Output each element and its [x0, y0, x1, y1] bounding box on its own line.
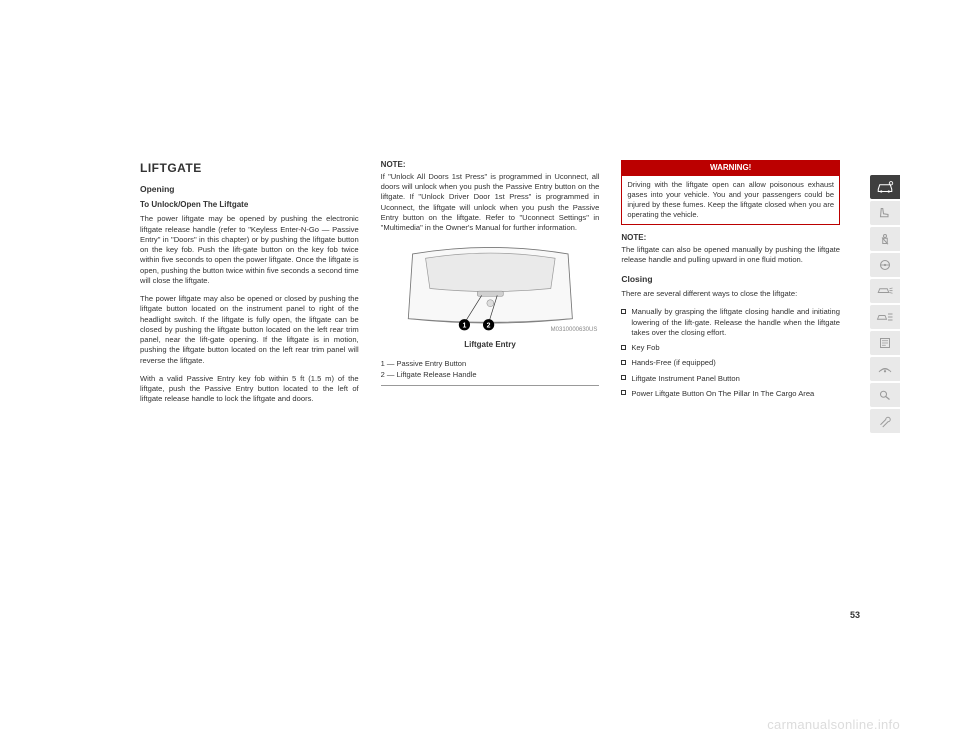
- headlight-icon: [876, 284, 894, 298]
- closing-list: Manually by grasping the liftgate closin…: [621, 307, 840, 399]
- column-3: WARNING! Driving with the liftgate open …: [621, 160, 840, 413]
- note-label: NOTE:: [381, 160, 600, 171]
- tab-vehicle-info[interactable]: i: [870, 175, 900, 199]
- paragraph: The power liftgate may also be opened or…: [140, 294, 359, 366]
- closing-intro: There are several different ways to clos…: [621, 289, 840, 299]
- wrench-icon: [876, 414, 894, 428]
- figure-liftgate-entry: 1 2 M0310000630US: [381, 241, 600, 334]
- tab-lights[interactable]: [870, 279, 900, 303]
- note-body: If "Unlock All Doors 1st Press" is progr…: [381, 172, 600, 234]
- manual-page: LIFTGATE Opening To Unlock/Open The Lift…: [0, 0, 960, 742]
- list-item: Hands-Free (if equipped): [621, 358, 840, 368]
- column-1: LIFTGATE Opening To Unlock/Open The Lift…: [140, 160, 359, 413]
- legend-item-1: 1 — Passive Entry Button: [381, 359, 600, 369]
- legend-item-2: 2 — Liftgate Release Handle: [381, 370, 600, 380]
- column-2: NOTE: If "Unlock All Doors 1st Press" is…: [381, 160, 600, 413]
- tab-safety[interactable]: [870, 227, 900, 251]
- steering-wheel-icon: [876, 258, 894, 272]
- tab-service[interactable]: [870, 409, 900, 433]
- warning-box: WARNING! Driving with the liftgate open …: [621, 160, 840, 225]
- subsubheading-unlock-open: To Unlock/Open The Liftgate: [140, 200, 359, 211]
- note-body: The liftgate can also be opened manually…: [621, 245, 840, 266]
- list-item: Liftgate Instrument Panel Button: [621, 374, 840, 384]
- figure-caption: Liftgate Entry: [381, 340, 600, 351]
- chapter-tabs: i: [870, 175, 900, 433]
- tab-collision[interactable]: [870, 305, 900, 329]
- svg-text:1: 1: [462, 323, 466, 330]
- tab-multimedia[interactable]: [870, 357, 900, 381]
- paragraph: With a valid Passive Entry key fob withi…: [140, 374, 359, 405]
- search-icon: [876, 388, 894, 402]
- subheading-closing: Closing: [621, 274, 840, 285]
- liftgate-diagram: 1 2: [381, 241, 600, 336]
- figure-legend: 1 — Passive Entry Button 2 — Liftgate Re…: [381, 359, 600, 386]
- document-icon: [876, 336, 894, 350]
- svg-text:2: 2: [486, 323, 490, 330]
- tab-search[interactable]: [870, 383, 900, 407]
- tab-steering[interactable]: [870, 253, 900, 277]
- section-heading-liftgate: LIFTGATE: [140, 160, 359, 176]
- list-item: Power Liftgate Button On The Pillar In T…: [621, 389, 840, 399]
- paragraph: The power liftgate may be opened by push…: [140, 214, 359, 286]
- list-item: Manually by grasping the liftgate closin…: [621, 307, 840, 338]
- warning-title: WARNING!: [622, 161, 839, 176]
- signal-icon: [876, 362, 894, 376]
- watermark: carmanualsonline.info: [767, 717, 900, 732]
- subheading-opening: Opening: [140, 184, 359, 195]
- page-number: 53: [850, 610, 860, 620]
- tab-seats[interactable]: [870, 201, 900, 225]
- warning-body: Driving with the liftgate open can allow…: [622, 176, 839, 225]
- page-content: LIFTGATE Opening To Unlock/Open The Lift…: [140, 160, 840, 413]
- tab-document[interactable]: [870, 331, 900, 355]
- note-label: NOTE:: [621, 233, 840, 244]
- list-item: Key Fob: [621, 343, 840, 353]
- seat-icon: [876, 206, 894, 220]
- seatbelt-icon: [876, 232, 894, 246]
- collision-icon: [876, 310, 894, 324]
- car-info-icon: i: [876, 180, 894, 194]
